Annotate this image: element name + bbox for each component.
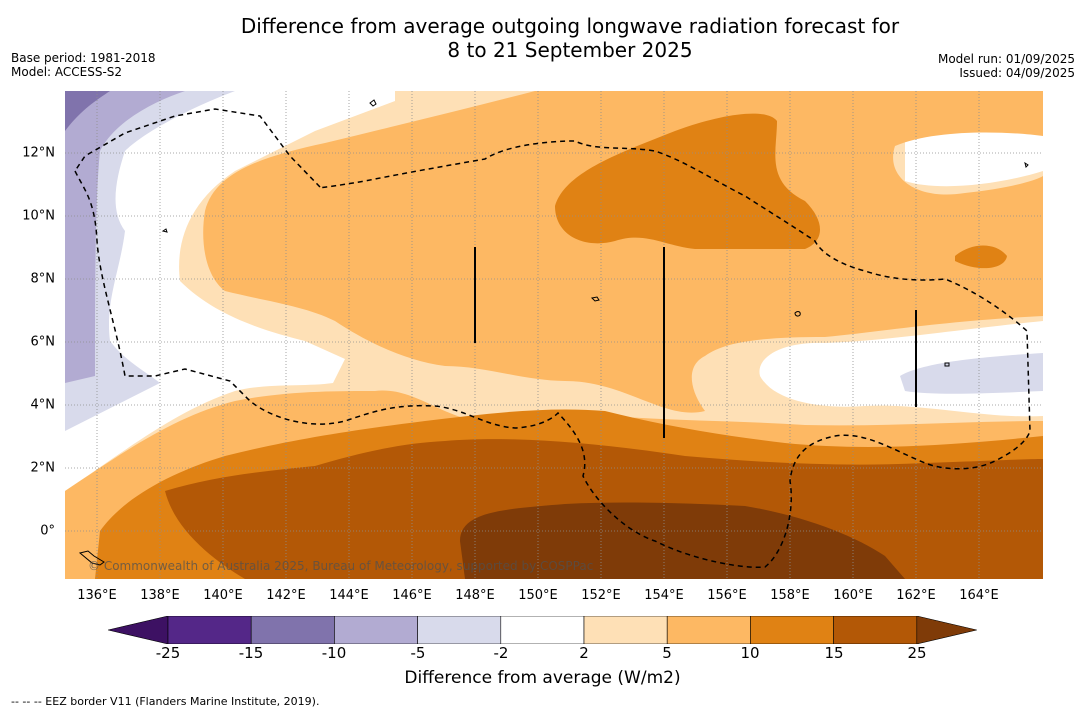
base-period-text: Base period: 1981-2018	[11, 51, 156, 65]
meta-right: Model run: 01/09/2025 Issued: 04/09/2025	[938, 52, 1075, 80]
lon-label: 144°E	[329, 588, 369, 603]
meta-left: Base period: 1981-2018 Model: ACCESS-S2	[11, 51, 156, 79]
map-title: Difference from average outgoing longwav…	[170, 14, 970, 62]
lon-label: 160°E	[833, 588, 873, 603]
map-canvas	[65, 91, 1043, 579]
lon-label: 162°E	[896, 588, 936, 603]
colorbar-tick: -10	[321, 644, 347, 662]
graticule	[65, 91, 1043, 579]
lat-label: 4°N	[30, 397, 56, 413]
lon-label: 148°E	[455, 588, 495, 603]
colorbar-tick: -15	[238, 644, 264, 662]
title-line-2: 8 to 21 September 2025	[447, 38, 693, 62]
eez-borders	[74, 108, 1031, 569]
lon-label: 164°E	[959, 588, 999, 603]
band-minus-15-to-minus-10	[65, 91, 110, 131]
colorbar-segment	[583, 615, 668, 645]
lon-label: 138°E	[140, 588, 180, 603]
colorbar-tick: -25	[155, 644, 181, 662]
copyright-text: © Commonwealth of Australia 2025, Bureau…	[88, 559, 594, 573]
colorbar-tick: -2	[493, 644, 509, 662]
colorbar-segment	[167, 615, 252, 645]
lat-label: 2°N	[30, 460, 56, 476]
lon-label: 156°E	[707, 588, 747, 603]
colorbar-svg	[107, 615, 977, 645]
colorbar	[107, 615, 978, 645]
colorbar-segment	[500, 615, 585, 645]
lon-label: 136°E	[77, 588, 117, 603]
band-minus-5-east	[900, 353, 1043, 394]
title-line-1: Difference from average outgoing longwav…	[240, 14, 900, 38]
issued-text: Issued: 04/09/2025	[959, 66, 1075, 80]
band-10-to-15-north	[555, 113, 820, 249]
colorbar-segment	[417, 615, 502, 645]
lat-label: 12°N	[22, 145, 55, 161]
lat-label: 0°	[40, 523, 55, 539]
lat-label: 8°N	[30, 271, 56, 287]
olr-anomaly-map	[65, 91, 1043, 579]
colorbar-tick: 10	[740, 644, 760, 662]
lon-label: 152°E	[581, 588, 621, 603]
colorbar-segment	[833, 615, 918, 645]
islands	[78, 99, 1029, 566]
colorbar-tick: 25	[907, 644, 927, 662]
colorbar-tick: 5	[662, 644, 672, 662]
colorbar-tick: 15	[824, 644, 844, 662]
lon-label: 158°E	[770, 588, 810, 603]
colorbar-label: Difference from average (W/m2)	[404, 668, 681, 688]
lon-label: 154°E	[644, 588, 684, 603]
band-above-25	[460, 502, 905, 579]
band-minus-10-to-minus-5	[65, 91, 185, 383]
colorbar-extend-low	[107, 615, 169, 645]
colorbar-segment	[666, 615, 751, 645]
colorbar-tick: 2	[579, 644, 589, 662]
eez-footnote: -- -- -- EEZ border V11 (Flanders Marine…	[11, 695, 320, 708]
colorbar-segment	[250, 615, 335, 645]
band-neutral-west	[65, 91, 395, 491]
band-neutral-ne	[905, 125, 1043, 187]
colorbar-segment	[750, 615, 834, 645]
colorbar-extend-high	[916, 615, 977, 645]
model-text: Model: ACCESS-S2	[11, 65, 123, 79]
lon-label: 140°E	[203, 588, 243, 603]
lat-label: 6°N	[30, 334, 56, 350]
lon-label: 150°E	[518, 588, 558, 603]
colorbar-segment	[334, 615, 418, 645]
boundary-markers	[474, 247, 917, 438]
colorbar-tick: -5	[410, 644, 426, 662]
band-10-to-15-small	[955, 245, 1007, 269]
model-run-text: Model run: 01/09/2025	[937, 52, 1075, 66]
lon-label: 142°E	[266, 588, 306, 603]
lat-label: 10°N	[22, 208, 55, 224]
lon-label: 146°E	[392, 588, 432, 603]
band-minus-5-to-minus-2	[65, 91, 235, 431]
eez-border-palau-fsm	[74, 108, 1031, 569]
